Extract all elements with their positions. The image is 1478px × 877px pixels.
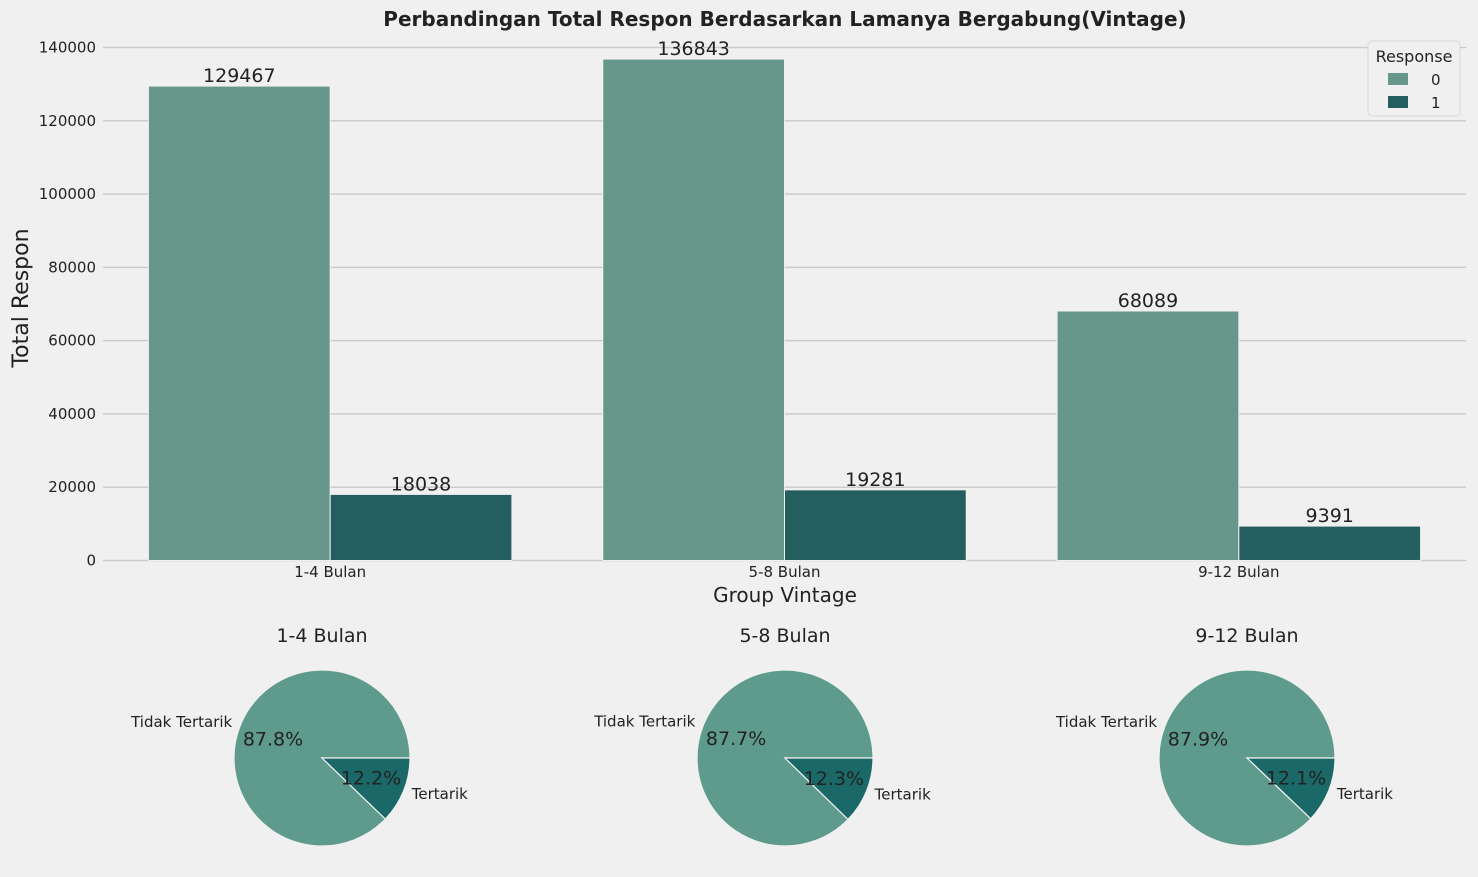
bar-9-12-bulan-response-1 [1238,525,1422,561]
bars [147,58,1422,562]
pie-title: 9-12 Bulan [1195,625,1298,647]
pie-category-label: Tertarik [411,785,468,803]
legend: Response 01 [1367,40,1461,117]
pie-pct-label: 87.8% [243,728,303,750]
pie-chart-1: 1-4 Bulan 87.8% Tidak Tertarik 12.2% Tertari… [130,625,468,847]
bar-value-label: 9391 [1306,505,1354,527]
y-tick-label: 140000 [39,39,96,57]
pie-category-label: Tidak Tertarik [593,713,695,731]
bar-value-label: 129467 [203,65,276,87]
bar-value-label: 136843 [657,38,730,60]
y-tick-label: 120000 [39,112,96,130]
pie-pct-label: 87.7% [706,728,766,750]
pie-chart-2: 5-8 Bulan 87.7% Tidak Tertarik 12.3% Tertari… [593,625,931,847]
y-axis-ticks: 0 20000 40000 60000 80000 100000 120000 140000 [39,39,96,570]
legend-label: 0 [1431,71,1441,89]
pie-pct-label: 12.3% [804,768,864,790]
x-axis-ticks: 1-4 Bulan 5-8 Bulan 9-12 Bulan [294,563,1279,581]
bar-value-label: 68089 [1118,290,1178,312]
x-axis-label: Group Vintage [713,583,857,607]
pie-category-label: Tertarik [874,785,931,803]
pie-category-label: Tidak Tertarik [1055,713,1157,731]
pie-pct-label: 87.9% [1168,728,1228,750]
bar-chart: 020000400006000080000100000120000140000 … [9,7,1466,607]
bar-5-8-bulan-response-1 [784,489,967,561]
legend-entries: 01 [1388,71,1441,112]
bar-1-4-bulan-response-0 [147,85,331,562]
x-tick-label: 9-12 Bulan [1198,563,1279,581]
x-tick-label: 1-4 Bulan [294,563,366,581]
y-tick-label: 0 [86,552,96,570]
legend-title: Response [1376,47,1453,66]
bar-9-12-bulan-response-0 [1056,310,1240,561]
y-tick-label: 60000 [48,332,96,350]
y-tick-label: 80000 [48,258,96,276]
pie-chart-3: 9-12 Bulan 87.9% Tidak Tertarik 12.1% Tertar… [1055,625,1393,847]
bar-value-label: 19281 [845,469,905,491]
pie-category-label: Tidak Tertarik [130,713,232,731]
y-tick-label: 100000 [39,185,96,203]
legend-swatch [1388,73,1408,85]
pie-title: 5-8 Bulan [739,625,830,647]
pie-slice-tertarik [783,757,874,821]
bar-value-label: 18038 [391,473,451,495]
chart-title: Perbandingan Total Respon Berdasarkan La… [383,7,1186,31]
pie-slice-tertarik [1245,757,1336,820]
x-tick-label: 5-8 Bulan [749,563,821,581]
pie-charts: 1-4 Bulan 87.8% Tidak Tertarik 12.2% Tertari… [130,625,1393,847]
y-tick-label: 20000 [48,478,96,496]
legend-label: 1 [1431,94,1441,112]
pie-category-label: Tertarik [1336,785,1393,803]
y-tick-label: 40000 [48,405,96,423]
pie-pct-label: 12.2% [341,768,401,790]
y-axis-label: Total Respon [9,228,34,368]
bar-1-4-bulan-response-1 [329,493,513,562]
pie-title: 1-4 Bulan [276,625,367,647]
bar-value-labels: 129467 18038 136843 19281 68089 9391 [203,38,1354,527]
legend-swatch [1388,96,1408,108]
pie-slice-tertarik [320,757,411,820]
bar-5-8-bulan-response-0 [602,58,785,562]
pie-pct-label: 12.1% [1266,768,1326,790]
